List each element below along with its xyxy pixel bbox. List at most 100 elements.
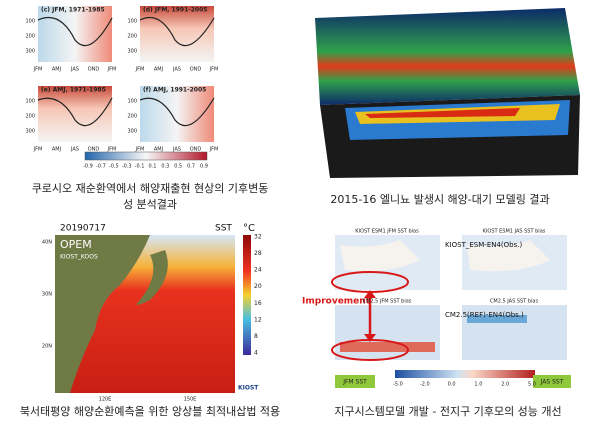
colorbar-label: 16: [254, 300, 262, 307]
map-date: 20190717: [60, 224, 106, 234]
colorbar-label: 0.5: [174, 164, 182, 170]
colorbar-label: 20: [254, 283, 262, 290]
depth-label: 300: [25, 129, 35, 135]
month-label: JFM: [209, 67, 219, 73]
lat-label: 20N: [42, 344, 52, 350]
colorbar-label: -0.5: [109, 164, 119, 170]
month-label: OND: [190, 67, 202, 73]
month-label: JFM: [107, 67, 117, 73]
caption: 지구시스템모델 개발 - 전지구 기후모의 성능 개선: [334, 405, 561, 418]
season-label: JAS SST: [540, 379, 564, 386]
month-label: OND: [190, 147, 202, 153]
depth-label: 200: [25, 34, 35, 40]
month-label: AMJ: [154, 147, 163, 153]
month-label: JAS: [70, 67, 79, 73]
subplot: [38, 6, 112, 62]
colorbar-label: 0.1: [148, 164, 156, 170]
caption: 북서태평양 해양순환예측을 위한 앙상블 최적내삽법 적용: [20, 404, 280, 418]
land: [55, 235, 150, 393]
enso-3d-figure: [300, 5, 582, 178]
month-label: JFM: [33, 67, 43, 73]
month-label: OND: [88, 147, 100, 153]
colorbar-label: 28: [254, 250, 262, 257]
colorbar-label: 4: [254, 350, 258, 357]
mld-curve: [37, 16, 113, 46]
subplot: [38, 86, 112, 142]
month-label: AMJ: [52, 67, 61, 73]
lat-label: 40N: [42, 240, 52, 246]
month-label: AMJ: [154, 67, 163, 73]
subsurface: [365, 108, 520, 118]
colorbar-label: 2.0: [501, 382, 509, 388]
colorbar-label: 5.0: [528, 382, 536, 388]
month-label: JFM: [135, 147, 145, 153]
subplot: [140, 6, 214, 62]
colorbar-label: 12: [254, 316, 262, 323]
map-variable: SST: [215, 224, 232, 234]
month-label: JAS: [172, 147, 181, 153]
month-label: AMJ: [52, 147, 61, 153]
depth-label: 100: [25, 19, 35, 25]
depth-label: 200: [127, 34, 137, 40]
colorbar-label: 32: [254, 234, 262, 241]
month-label: JAS: [70, 147, 79, 153]
lat-label: 30N: [42, 292, 52, 298]
depth-label: 100: [127, 19, 137, 25]
season-tag: [533, 375, 571, 388]
colorbar-label: -2.0: [420, 382, 430, 388]
depth-label: 300: [127, 129, 137, 135]
month-label: JFM: [209, 147, 219, 153]
experiment-label: KIOST_ESM-EN4(Obs.): [445, 241, 522, 249]
season-tag: [335, 375, 375, 388]
colorbar-label: 1.0: [474, 382, 482, 388]
map-title: KIOST ESM1 JFM SST bias: [355, 229, 419, 235]
map-title: CM2.5 JFM SST bias: [363, 299, 412, 305]
ocean-surface: [315, 8, 580, 105]
experiment-label: CM2.5(REF)-EN4(Obs.): [445, 311, 524, 319]
mld-curve: [37, 97, 113, 126]
caption: 쿠로시오 재순환역에서 해양재출현 현상의 기후변동: [32, 181, 269, 195]
colorbar: [84, 151, 208, 161]
depth-label: 100: [25, 99, 35, 105]
map-title: CM2.5 JAS SST bias: [490, 299, 539, 305]
colorbar: [395, 370, 535, 378]
annotation: Improvement: [302, 297, 371, 307]
season-label: JFM SST: [342, 379, 367, 386]
mld-curve: [139, 97, 215, 126]
logo: KIOST: [238, 385, 259, 392]
depth-label: 100: [127, 99, 137, 105]
land: [136, 250, 168, 305]
bias-map: [462, 305, 567, 360]
colorbar: [243, 235, 251, 355]
colorbar-label: -0.3: [122, 164, 132, 170]
colorbar-label: -0.1: [135, 164, 145, 170]
month-label: JFM: [33, 147, 43, 153]
caption: 성 분석결과: [123, 198, 177, 211]
colorbar-label: 8: [254, 333, 258, 340]
colorbar-label: 0.9: [200, 164, 208, 170]
mld-curve: [139, 16, 215, 46]
depth-label: 200: [25, 114, 35, 120]
month-label: JFM: [107, 147, 117, 153]
lon-label: 150E: [184, 397, 197, 403]
month-label: OND: [88, 67, 100, 73]
subplot-title: (c) JFM, 1971-1985: [41, 7, 105, 14]
subplot: [140, 86, 214, 142]
colorbar-label: 0.0: [448, 382, 456, 388]
bias-figure: [331, 235, 571, 388]
map-title: KIOST ESM1 JAS SST bias: [483, 229, 546, 235]
colorbar-label: 0.7: [187, 164, 195, 170]
month-label: JFM: [135, 67, 145, 73]
sst-map: [55, 235, 251, 393]
depth-label: 300: [25, 49, 35, 55]
map-unit: °C: [243, 223, 255, 234]
caption: 2015-16 엘니뇨 발생시 해양-대기 모델링 결과: [330, 192, 549, 206]
subplot-title: (e) AMJ, 1971-1985: [41, 87, 106, 94]
subplot-title: (d) JFM, 1991-2005: [143, 7, 207, 14]
colorbar-label: 0.3: [161, 164, 169, 170]
colorbar-label: 24: [254, 267, 262, 274]
depth-label: 200: [127, 114, 137, 120]
depth-label: 300: [127, 49, 137, 55]
